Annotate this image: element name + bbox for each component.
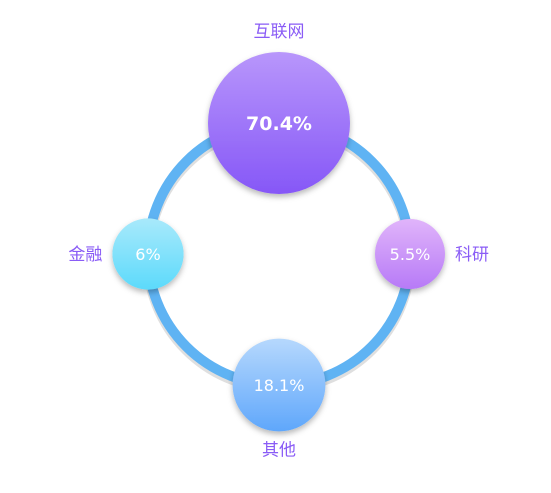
bubble-top [208,52,350,194]
bubble-bottom [232,338,326,432]
bubble-value-top: 70.4% [246,113,312,135]
bubble-value-bottom: 18.1% [254,376,305,395]
bubble-left [112,218,184,290]
bubble-right [375,219,445,289]
category-label-bottom: 其他 [262,440,296,460]
bubble-value-left: 6% [135,245,160,264]
category-label-right: 科研 [455,245,489,265]
bubble-value-right: 5.5% [390,245,431,264]
category-label-top: 互联网 [254,22,305,42]
category-label-left: 金融 [68,245,102,265]
